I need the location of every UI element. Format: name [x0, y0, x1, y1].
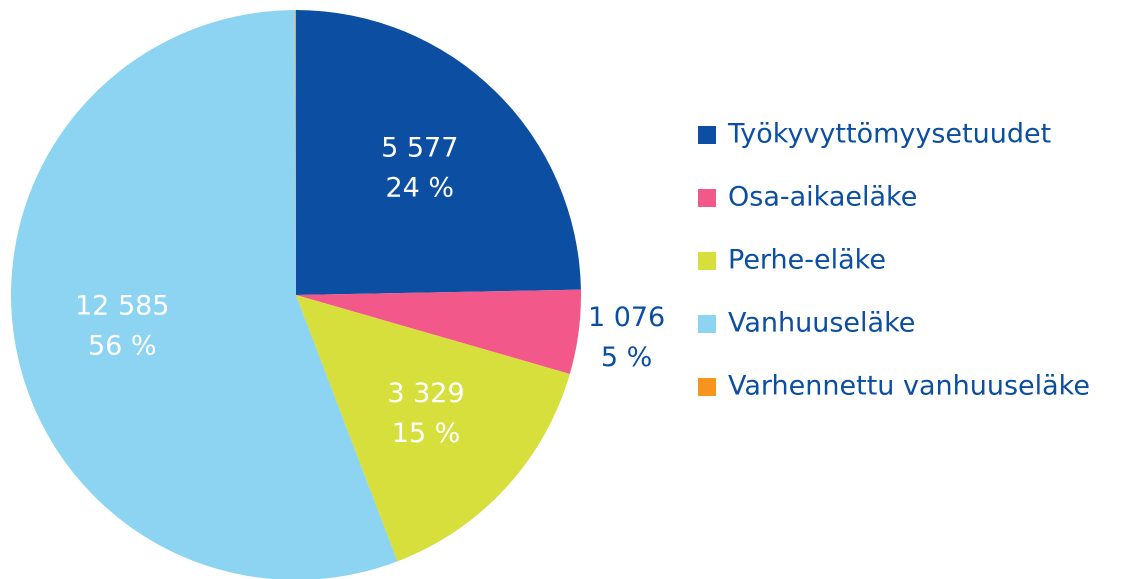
- value-label: 3 329: [387, 378, 464, 409]
- legend-swatch: [698, 252, 716, 270]
- percent-label: 56 %: [88, 331, 157, 362]
- value-label: 12 585: [75, 291, 169, 322]
- pie-slice: [296, 289, 581, 374]
- legend-label: Varhennettu vanhuuseläke: [728, 371, 1090, 402]
- legend-label: Vanhuuseläke: [728, 308, 915, 339]
- pie-slice: [295, 10, 296, 295]
- percent-label: 5 %: [601, 342, 652, 373]
- legend-swatch: [698, 189, 716, 207]
- pie-slice: [11, 10, 398, 579]
- value-label: 5 577: [381, 132, 458, 163]
- legend-label: Perhe-eläke: [728, 245, 886, 276]
- pie-slice: [296, 295, 570, 562]
- value-label: 1 076: [588, 302, 665, 333]
- legend-label: Työkyvyttömyysetuudet: [727, 119, 1051, 150]
- legend-swatch: [698, 315, 716, 333]
- legend-swatch: [698, 378, 716, 396]
- pie-slice: [296, 10, 581, 295]
- percent-label: 15 %: [392, 418, 461, 449]
- legend-label: Osa-aikaeläke: [728, 182, 917, 213]
- percent-label: 24 %: [385, 172, 454, 203]
- legend-swatch: [698, 126, 716, 144]
